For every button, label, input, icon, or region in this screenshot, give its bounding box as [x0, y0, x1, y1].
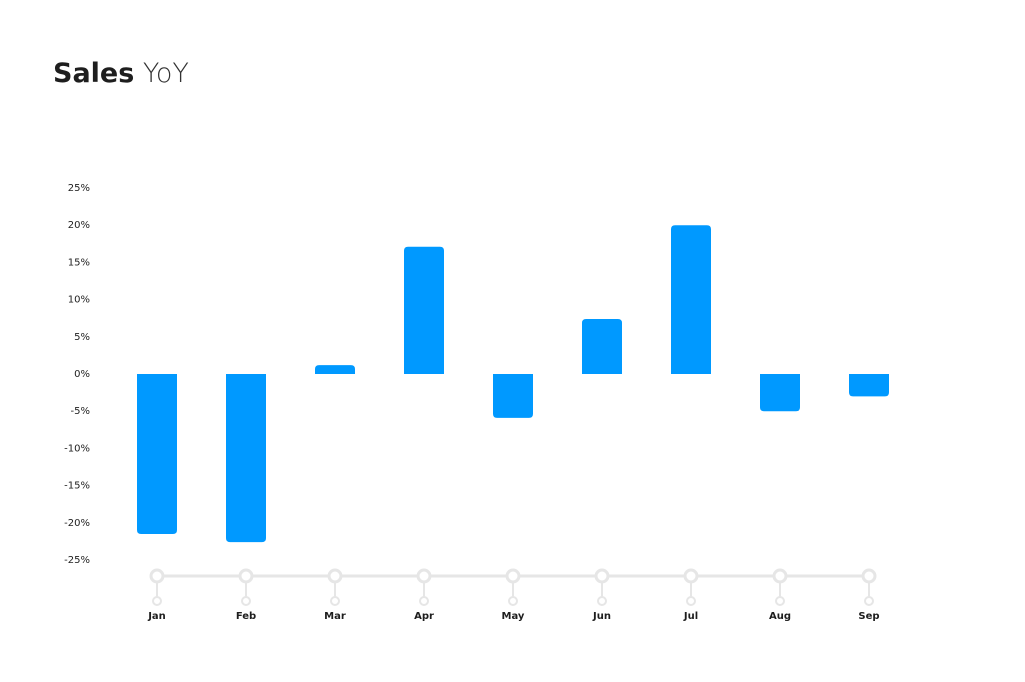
- bar: [137, 374, 177, 534]
- chart-title: Sales YoY: [53, 58, 189, 89]
- bar: [582, 318, 622, 374]
- timeline-dot: [597, 596, 607, 606]
- x-tick-label: Jun: [592, 611, 611, 622]
- bar: [493, 374, 533, 418]
- y-tick-label: 15%: [68, 257, 90, 268]
- y-tick-label: -15%: [64, 481, 90, 492]
- y-tick-label: -5%: [71, 406, 90, 417]
- timeline-node: [149, 568, 165, 584]
- timeline-dot: [508, 596, 518, 606]
- x-tick-label: Jul: [683, 611, 698, 622]
- timeline-node: [327, 568, 343, 584]
- y-tick-label: -10%: [64, 443, 90, 454]
- bar: [404, 246, 444, 374]
- timeline-node: [772, 568, 788, 584]
- bar: [226, 374, 266, 543]
- bar: [315, 365, 355, 374]
- timeline-dot: [241, 596, 251, 606]
- timeline-dot: [775, 596, 785, 606]
- x-tick-label: Feb: [236, 611, 256, 622]
- x-tick-label: May: [502, 611, 525, 622]
- timeline-dot: [152, 596, 162, 606]
- title-sub: YoY: [143, 58, 189, 89]
- timeline-node: [416, 568, 432, 584]
- x-tick-label: Sep: [858, 611, 879, 622]
- bar: [671, 225, 711, 374]
- title-main: Sales: [53, 58, 134, 89]
- timeline-node: [238, 568, 254, 584]
- bar: [760, 374, 800, 412]
- timeline-node: [505, 568, 521, 584]
- y-tick-label: 20%: [68, 220, 90, 231]
- y-tick-label: -25%: [64, 555, 90, 566]
- y-tick-label: 0%: [74, 369, 90, 380]
- timeline-dot: [686, 596, 696, 606]
- y-tick-label: 25%: [68, 183, 90, 194]
- x-tick-label: Jan: [147, 611, 166, 622]
- x-tick-label: Apr: [414, 611, 434, 622]
- y-tick-label: -20%: [64, 518, 90, 529]
- y-tick-label: 10%: [68, 295, 90, 306]
- timeline-dot: [419, 596, 429, 606]
- timeline-dot: [330, 596, 340, 606]
- timeline-node: [594, 568, 610, 584]
- y-tick-label: 5%: [74, 332, 90, 343]
- x-tick-label: Aug: [769, 611, 791, 622]
- timeline-node: [683, 568, 699, 584]
- timeline-node: [861, 568, 877, 584]
- x-tick-label: Mar: [324, 611, 346, 622]
- bar: [849, 374, 889, 397]
- timeline-dot: [864, 596, 874, 606]
